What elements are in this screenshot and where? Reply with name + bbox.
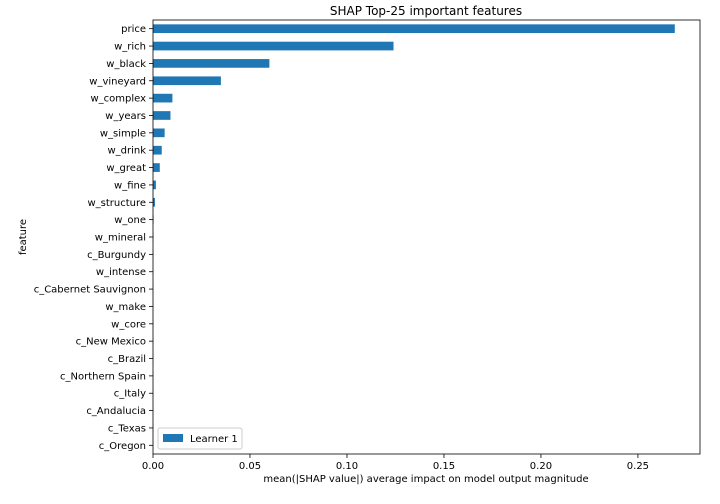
y-tick-label: c_Italy xyxy=(114,389,146,400)
y-tick-label: w_one xyxy=(114,215,146,226)
bar xyxy=(153,41,394,51)
y-tick-label: c_Burgundy xyxy=(87,250,146,261)
x-tick-label: 0.10 xyxy=(336,461,358,472)
x-tick-label: 0.20 xyxy=(530,461,552,472)
y-tick-label: w_mineral xyxy=(95,233,146,244)
bar xyxy=(153,111,171,120)
bar xyxy=(153,93,173,103)
bar xyxy=(153,163,160,172)
plot-frame xyxy=(152,19,701,455)
y-tick-label: c_Oregon xyxy=(99,441,146,452)
bars-group xyxy=(153,24,675,450)
y-tick-label: w_core xyxy=(111,319,146,330)
y-tick-label: c_Brazil xyxy=(108,354,146,365)
bar xyxy=(153,145,162,155)
y-tick-label: w_drink xyxy=(107,146,146,157)
bar xyxy=(153,24,675,34)
y-tick-label: c_Texas xyxy=(108,423,146,434)
legend-box xyxy=(157,427,243,450)
y-axis-label: feature xyxy=(18,219,29,255)
x-axis-label: mean(|SHAP value|) average impact on mod… xyxy=(263,474,588,485)
y-tick-label: price xyxy=(121,24,146,35)
y-tick-label: w_rich xyxy=(114,42,146,53)
x-tick-label: 0.00 xyxy=(142,461,164,472)
y-tick-label: c_Cabernet Sauvignon xyxy=(34,285,146,296)
y-tick-label: w_structure xyxy=(87,198,146,209)
x-tick-label: 0.05 xyxy=(239,461,261,472)
y-tick-label: w_years xyxy=(105,111,146,122)
x-tick-label: 0.25 xyxy=(627,461,649,472)
x-axis: 0.00 0.05 0.10 0.15 0.20 0.25 xyxy=(142,454,649,472)
y-tick-label: w_make xyxy=(105,302,146,313)
y-axis: price w_rich w_black w_vineyard w_complex w_y… xyxy=(34,24,153,452)
y-tick-label: w_black xyxy=(106,59,146,70)
legend-swatch xyxy=(163,434,183,442)
bar xyxy=(153,197,155,207)
y-tick-label: c_Northern Spain xyxy=(60,371,146,382)
y-tick-label: c_Andalucia xyxy=(86,406,146,417)
y-tick-label: w_fine xyxy=(114,180,146,191)
y-tick-label: w_vineyard xyxy=(89,76,146,87)
bar xyxy=(153,76,221,86)
chart-title: SHAP Top-25 important features xyxy=(330,4,522,18)
bar xyxy=(153,180,156,190)
y-tick-label: c_New Mexico xyxy=(76,337,146,348)
y-tick-label: w_simple xyxy=(100,128,146,139)
y-tick-label: w_intense xyxy=(96,267,146,278)
y-tick-label: w_complex xyxy=(90,94,146,105)
bar xyxy=(153,128,165,138)
y-tick-label: w_great xyxy=(106,163,146,174)
x-tick-label: 0.15 xyxy=(433,461,455,472)
legend: Learner 1 xyxy=(157,427,243,450)
bar xyxy=(153,59,270,68)
legend-label: Learner 1 xyxy=(190,434,238,445)
